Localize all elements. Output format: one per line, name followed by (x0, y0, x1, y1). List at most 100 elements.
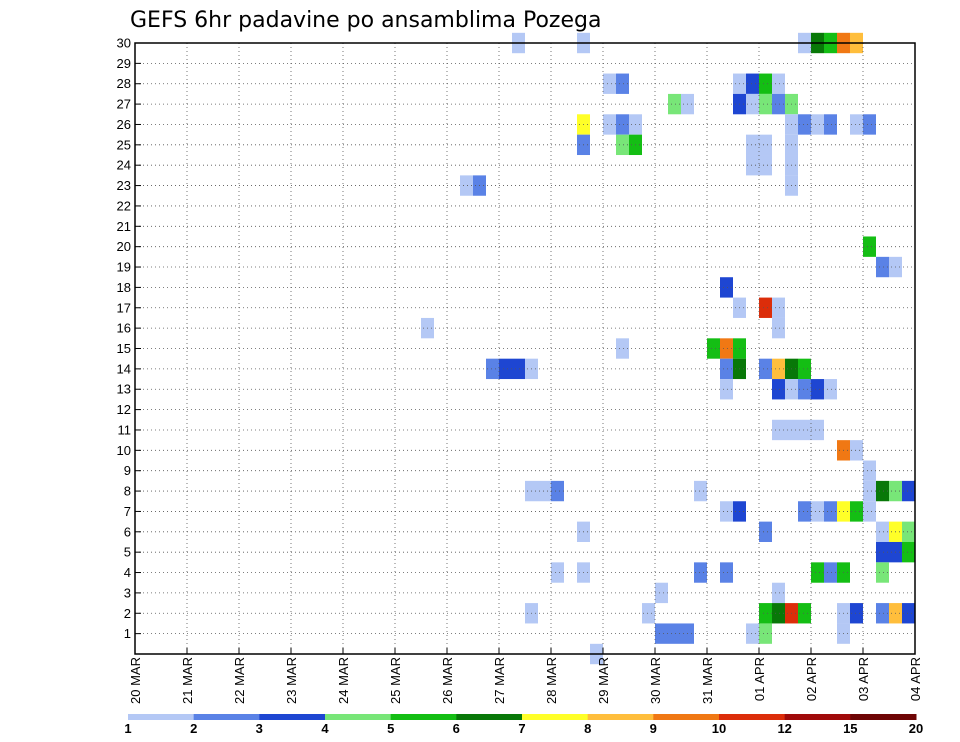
legend-swatch (653, 714, 720, 720)
heatmap-cell (746, 134, 759, 156)
x-tick-label: 26 MAR (440, 657, 455, 704)
heatmap-cell (642, 603, 655, 624)
heatmap-cell (616, 134, 629, 156)
y-tick-label: 10 (117, 443, 131, 458)
heatmap-cell (759, 623, 772, 644)
heatmap-cell (902, 541, 915, 563)
legend-swatch (522, 714, 589, 720)
heatmap-cell (512, 358, 525, 380)
heatmap-cell (759, 297, 772, 318)
heatmap-cell (694, 562, 707, 583)
x-tick-label: 28 MAR (544, 657, 559, 704)
y-tick-label: 19 (117, 260, 131, 275)
x-tick-label: 25 MAR (388, 657, 403, 704)
y-tick-label: 23 (117, 178, 131, 193)
chart-title: GEFS 6hr padavine po ansamblima Pozega (130, 8, 601, 33)
legend-swatch (128, 714, 195, 720)
legend-label: 9 (650, 721, 657, 736)
heatmap-cell (759, 93, 772, 115)
x-tick-label: 20 MAR (128, 657, 143, 704)
x-tick-label: 03 APR (856, 657, 871, 701)
legend-label: 8 (584, 721, 591, 736)
heatmap-cell (694, 480, 707, 502)
x-tick-label: 04 APR (908, 657, 923, 701)
legend-swatch (719, 714, 786, 720)
heatmap-cell (811, 379, 824, 400)
heatmap-cell (902, 521, 915, 542)
legend-swatch (193, 714, 260, 720)
heatmap-cell (772, 73, 785, 94)
heatmap-cell (811, 501, 824, 522)
legend-swatch (325, 714, 392, 720)
heatmap-cell (603, 73, 616, 94)
y-tick-label: 25 (117, 137, 131, 152)
y-tick-label: 11 (118, 422, 132, 437)
y-tick-label: 22 (117, 198, 131, 213)
heatmap-cell (603, 114, 616, 135)
legend-label: 6 (453, 721, 460, 736)
heatmap-cell (824, 562, 837, 583)
heatmap-cell (798, 419, 811, 441)
heatmap-cell (772, 358, 785, 380)
legend-label: 4 (321, 721, 329, 736)
heatmap-cell (850, 114, 863, 135)
heatmap-cell (707, 338, 720, 359)
heatmap-cell (863, 480, 876, 502)
heatmap-cell (759, 521, 772, 542)
x-axis: 20 MAR 21 MAR 22 MAR 23 MAR 24 MAR 25 MAR 26 M… (128, 648, 923, 704)
x-tick-label: 31 MAR (700, 657, 715, 704)
heatmap-cell (720, 338, 733, 359)
heatmap-cell (863, 460, 876, 481)
legend-swatch (456, 714, 523, 720)
x-tick-label: 24 MAR (336, 657, 351, 704)
heatmap-cell (876, 541, 889, 563)
heatmap-cell (850, 440, 863, 461)
y-tick-label: 2 (124, 606, 131, 621)
heatmap-cell (720, 501, 733, 522)
y-tick-label: 8 (124, 484, 131, 499)
heatmap-cell (720, 379, 733, 400)
heatmap-cell (759, 73, 772, 94)
heatmap-cell (746, 73, 759, 94)
legend-label: 10 (712, 721, 726, 736)
y-tick-label: 28 (117, 76, 131, 91)
heatmap-cell (863, 236, 876, 257)
y-tick-label: 5 (124, 545, 131, 560)
x-tick-label: 23 MAR (284, 657, 299, 704)
legend-swatch (259, 714, 326, 720)
heatmap-cell (772, 582, 785, 604)
heatmap-cell (668, 623, 681, 644)
heatmap-cell (863, 114, 876, 135)
legend-label: 7 (518, 721, 525, 736)
heatmap-cell (772, 419, 785, 441)
legend-label: 20 (909, 721, 923, 736)
heatmap-cell (798, 358, 811, 380)
legend-label: 3 (256, 721, 263, 736)
heatmap-cell (655, 582, 668, 604)
heatmap-cell (902, 603, 915, 624)
heatmap-cell (798, 379, 811, 400)
y-tick-label: 4 (124, 565, 131, 580)
heatmap-cell (876, 603, 889, 624)
x-tick-label: 30 MAR (648, 657, 663, 704)
x-tick-label: 29 MAR (596, 657, 611, 704)
heatmap-cell (759, 155, 772, 176)
y-tick-label: 27 (117, 97, 131, 112)
legend-label: 12 (777, 721, 791, 736)
x-tick-label: 22 MAR (232, 657, 247, 704)
y-tick-label: 30 (117, 36, 131, 51)
color-legend: 1 2 3 4 5 6 7 8 9 10 12 15 20 (124, 714, 923, 736)
heatmap-cell (876, 256, 889, 278)
x-tick-label: 01 APR (752, 657, 767, 701)
legend-label: 1 (124, 721, 131, 736)
heatmap-cell (772, 297, 785, 318)
y-tick-label: 7 (124, 504, 131, 519)
heatmap-cell (798, 114, 811, 135)
legend-label: 2 (190, 721, 197, 736)
heatmap-cell (798, 501, 811, 522)
heatmap-cell (616, 73, 629, 94)
heatmap-cell (460, 175, 473, 196)
heatmap-cell (616, 114, 629, 135)
plot-frame (134, 42, 916, 655)
